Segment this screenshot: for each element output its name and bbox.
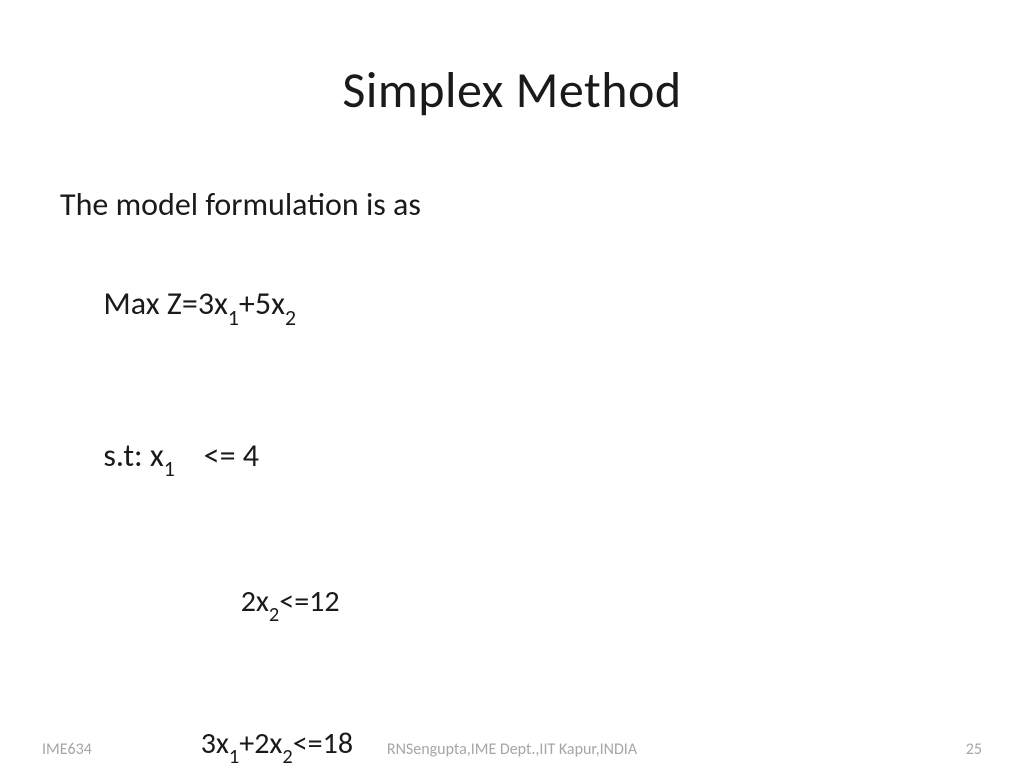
c1-b: <= 4	[175, 436, 259, 475]
slide: Simplex Method The model formulation is …	[0, 0, 1024, 768]
objective-sub1: 1	[228, 304, 239, 331]
slide-body: The model formulation is as Max Z=3x1+5x…	[60, 180, 964, 768]
objective-prefix: Max Z=3x	[103, 284, 227, 323]
c1-s1: 1	[164, 455, 175, 482]
footer-page-number: 25	[966, 740, 982, 759]
constraint-2: 2x2<=12	[60, 532, 964, 675]
c2-s1: 2	[269, 603, 279, 627]
slide-title: Simplex Method	[0, 60, 1024, 121]
c1-a: s.t: x	[103, 436, 163, 475]
objective-mid: +5x	[239, 284, 285, 323]
constraint-1: s.t: x1 <= 4	[60, 381, 964, 532]
footer-center: RNSengupta,IME Dept.,IIT Kapur,INDIA	[0, 740, 1024, 759]
objective-line: Max Z=3x1+5x2	[60, 230, 964, 381]
c2-b: <=12	[279, 583, 339, 620]
c2-a: 2x	[241, 583, 269, 620]
objective-sub2: 2	[285, 304, 296, 331]
intro-line: The model formulation is as	[60, 180, 964, 230]
